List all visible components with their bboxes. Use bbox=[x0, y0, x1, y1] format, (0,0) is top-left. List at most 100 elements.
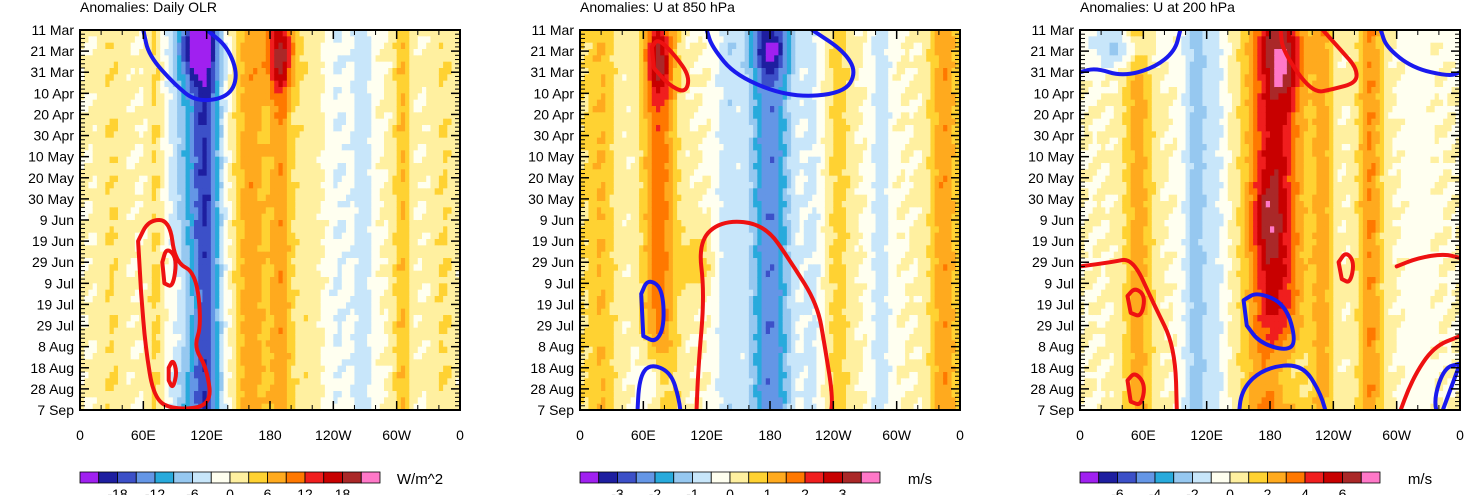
heatmap-cell bbox=[202, 194, 208, 202]
heatmap-cell bbox=[346, 372, 351, 379]
heatmap-cell bbox=[261, 378, 267, 386]
heatmap-cell bbox=[84, 194, 90, 202]
heatmap-cell bbox=[177, 251, 182, 259]
heatmap-cell bbox=[417, 384, 423, 392]
heatmap-cell bbox=[274, 30, 280, 37]
heatmap-cell bbox=[181, 327, 187, 335]
heatmap-cell bbox=[134, 118, 140, 126]
heatmap-cell bbox=[396, 220, 402, 227]
heatmap-cell bbox=[189, 315, 195, 322]
heatmap-cell bbox=[172, 131, 178, 139]
heatmap-cell bbox=[274, 201, 280, 208]
heatmap-cell bbox=[126, 144, 132, 151]
heatmap-cell bbox=[367, 87, 372, 94]
heatmap-cell bbox=[223, 182, 229, 189]
heatmap-cell bbox=[151, 131, 157, 139]
heatmap-cell bbox=[286, 232, 292, 240]
heatmap-cell bbox=[413, 346, 419, 354]
heatmap-cell bbox=[388, 213, 394, 221]
heatmap-cell bbox=[118, 80, 123, 88]
heatmap-cell bbox=[367, 283, 372, 291]
heatmap-cell bbox=[295, 397, 301, 405]
heatmap-cell bbox=[308, 99, 313, 107]
heatmap-cell bbox=[206, 99, 212, 107]
heatmap-cell bbox=[227, 36, 233, 44]
heatmap-cell bbox=[286, 384, 292, 392]
heatmap-cell bbox=[257, 188, 263, 196]
heatmap-cell bbox=[172, 175, 178, 183]
heatmap-cell bbox=[210, 277, 216, 284]
heatmap-cell bbox=[147, 156, 153, 164]
heatmap-cell bbox=[426, 201, 432, 208]
heatmap-cell bbox=[177, 365, 182, 373]
heatmap-cell bbox=[210, 308, 216, 316]
heatmap-cell bbox=[278, 251, 284, 259]
heatmap-cell bbox=[367, 93, 372, 101]
heatmap-cell bbox=[337, 391, 343, 398]
heatmap-cell bbox=[299, 315, 305, 322]
heatmap-cell bbox=[308, 80, 313, 88]
heatmap-cell bbox=[392, 315, 398, 322]
heatmap-cell bbox=[210, 112, 216, 120]
heatmap-cell bbox=[341, 42, 347, 50]
heatmap-cell bbox=[291, 391, 296, 398]
heatmap-cell bbox=[206, 93, 212, 101]
heatmap-cell bbox=[388, 175, 394, 183]
heatmap-cell bbox=[80, 340, 85, 348]
heatmap-cell bbox=[426, 340, 432, 348]
heatmap-cell bbox=[92, 68, 98, 75]
heatmap-cell bbox=[303, 106, 309, 113]
heatmap-cell bbox=[198, 61, 204, 69]
heatmap-cell bbox=[194, 30, 199, 37]
heatmap-cell bbox=[324, 264, 330, 272]
heatmap-cell bbox=[362, 87, 368, 94]
heatmap-cell bbox=[147, 308, 153, 316]
heatmap-cell bbox=[396, 226, 402, 234]
heatmap-cell bbox=[286, 340, 292, 348]
heatmap-cell bbox=[278, 315, 284, 322]
heatmap-cell bbox=[122, 353, 128, 360]
heatmap-cell bbox=[333, 68, 339, 75]
heatmap-cell bbox=[105, 137, 111, 145]
heatmap-cell bbox=[223, 289, 229, 297]
heatmap-cell bbox=[244, 327, 250, 335]
heatmap-cell bbox=[118, 118, 123, 126]
heatmap-cell bbox=[156, 169, 161, 177]
heatmap-cell bbox=[274, 49, 280, 56]
heatmap-cell bbox=[147, 334, 153, 341]
heatmap-cell bbox=[236, 270, 242, 278]
heatmap-cell bbox=[295, 163, 301, 170]
heatmap-cell bbox=[413, 55, 419, 63]
heatmap-cell bbox=[316, 112, 322, 120]
heatmap-cell bbox=[405, 175, 410, 183]
heatmap-cell bbox=[143, 156, 149, 164]
heatmap-cell bbox=[257, 112, 263, 120]
heatmap-cell bbox=[223, 87, 229, 94]
heatmap-cell bbox=[253, 220, 258, 227]
heatmap-cell bbox=[185, 188, 191, 196]
heatmap-cell bbox=[392, 156, 398, 164]
heatmap-cell bbox=[134, 270, 140, 278]
heatmap-cell bbox=[422, 118, 427, 126]
heatmap-cell bbox=[409, 391, 415, 398]
heatmap-cell bbox=[253, 372, 258, 379]
heatmap-cell bbox=[324, 378, 330, 386]
heatmap-cell bbox=[113, 30, 119, 37]
heatmap-cell bbox=[388, 245, 394, 253]
heatmap-cell bbox=[409, 137, 415, 145]
heatmap-cell bbox=[194, 61, 199, 69]
heatmap-cell bbox=[354, 334, 360, 341]
heatmap-cell bbox=[358, 207, 364, 215]
heatmap-cell bbox=[320, 258, 326, 265]
heatmap-cell bbox=[109, 144, 115, 151]
heatmap-cell bbox=[189, 42, 195, 50]
heatmap-cell bbox=[426, 163, 432, 170]
heatmap-cell bbox=[350, 125, 356, 132]
heatmap-cell bbox=[185, 232, 191, 240]
heatmap-cell bbox=[265, 150, 271, 158]
heatmap-cell bbox=[362, 289, 368, 297]
heatmap-cell bbox=[392, 327, 398, 335]
heatmap-cell bbox=[143, 137, 149, 145]
heatmap-cell bbox=[392, 194, 398, 202]
heatmap-cell bbox=[384, 131, 389, 139]
